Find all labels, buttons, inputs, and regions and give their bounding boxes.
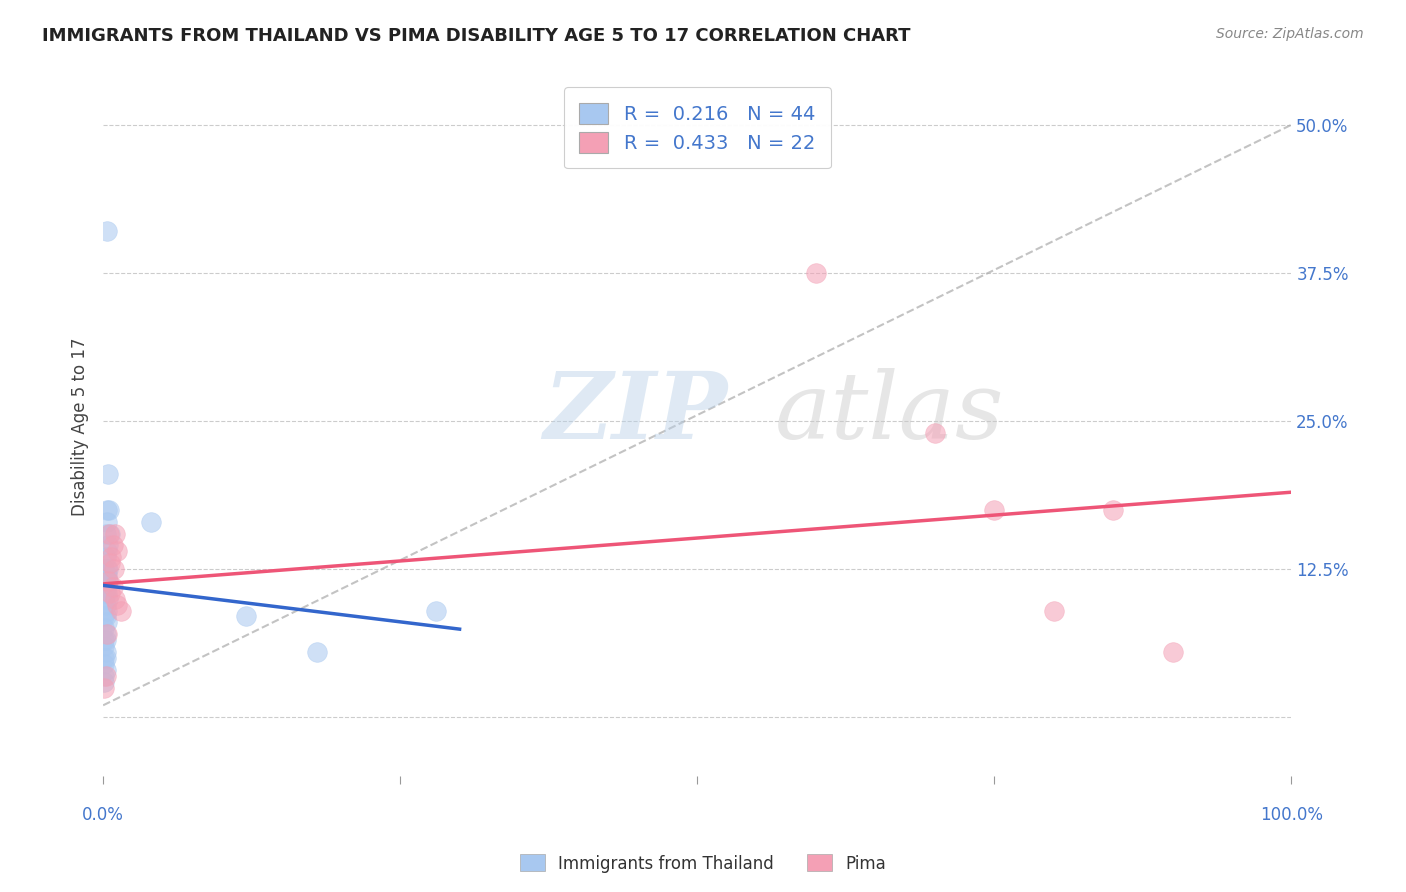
Point [110, 603, 132, 617]
Point [97, 591, 120, 606]
Point [98, 556, 121, 570]
Point [93, 639, 115, 653]
Point [98, 503, 121, 517]
Text: ZIP: ZIP [543, 368, 727, 458]
Legend: R =  0.216   N = 44, R =  0.433   N = 22: R = 0.216 N = 44, R = 0.433 N = 22 [564, 87, 831, 169]
Point [96, 615, 118, 630]
Point [96, 580, 118, 594]
Point [305, 645, 328, 659]
Point [94, 526, 117, 541]
Point [96, 544, 118, 558]
Point [97, 467, 120, 482]
Point [101, 580, 124, 594]
Point [1042, 603, 1064, 617]
Text: atlas: atlas [775, 368, 1004, 458]
Point [94, 627, 117, 641]
Point [96, 503, 118, 517]
Point [94, 586, 117, 600]
Point [104, 526, 127, 541]
Point [96, 568, 118, 582]
Point [94, 609, 117, 624]
Point [1161, 645, 1184, 659]
Point [105, 544, 128, 558]
Point [93, 668, 115, 682]
Point [97, 574, 120, 588]
Point [94, 568, 117, 582]
Point [93, 681, 115, 695]
Y-axis label: Disability Age 5 to 17: Disability Age 5 to 17 [72, 338, 89, 516]
Point [104, 591, 127, 606]
Point [94, 633, 117, 648]
Point [94, 574, 117, 588]
Point [983, 503, 1005, 517]
Point [93, 633, 115, 648]
Point [101, 538, 124, 552]
Point [100, 550, 122, 565]
Point [94, 598, 117, 612]
Text: 0.0%: 0.0% [82, 806, 124, 824]
Point [96, 562, 118, 576]
Point [97, 574, 120, 588]
Point [425, 603, 447, 617]
Point [1102, 503, 1125, 517]
Point [96, 515, 118, 529]
Point [98, 526, 121, 541]
Point [94, 645, 117, 659]
Point [139, 515, 162, 529]
Point [93, 562, 115, 576]
Point [94, 550, 117, 565]
Point [93, 580, 115, 594]
Point [94, 668, 117, 682]
Text: Source: ZipAtlas.com: Source: ZipAtlas.com [1216, 27, 1364, 41]
Point [97, 538, 120, 552]
Point [93, 609, 115, 624]
Point [96, 627, 118, 641]
Point [98, 586, 121, 600]
Point [94, 663, 117, 677]
Point [93, 591, 115, 606]
Point [93, 674, 115, 689]
Point [96, 224, 118, 238]
Point [96, 603, 118, 617]
Text: IMMIGRANTS FROM THAILAND VS PIMA DISABILITY AGE 5 TO 17 CORRELATION CHART: IMMIGRANTS FROM THAILAND VS PIMA DISABIL… [42, 27, 911, 45]
Point [103, 562, 125, 576]
Legend: Immigrants from Thailand, Pima: Immigrants from Thailand, Pima [513, 847, 893, 880]
Point [804, 266, 827, 280]
Point [96, 586, 118, 600]
Point [98, 526, 121, 541]
Point [94, 651, 117, 665]
Point [924, 425, 946, 440]
Point [97, 562, 120, 576]
Point [93, 621, 115, 635]
Text: 100.0%: 100.0% [1260, 806, 1323, 824]
Point [235, 609, 257, 624]
Point [93, 651, 115, 665]
Point [105, 598, 128, 612]
Point [93, 657, 115, 671]
